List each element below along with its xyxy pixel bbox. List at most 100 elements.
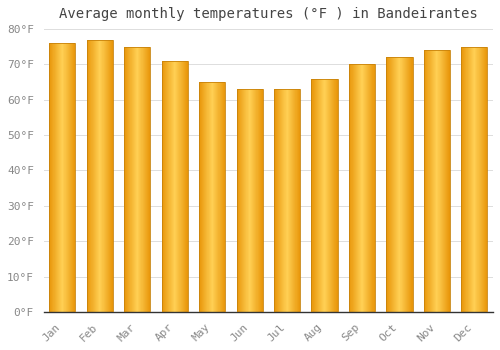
Bar — [403, 57, 404, 312]
Bar — [253, 89, 254, 312]
Bar — [243, 89, 244, 312]
Bar — [289, 89, 290, 312]
Bar — [100, 40, 101, 312]
Bar — [365, 64, 366, 312]
Bar — [314, 78, 315, 312]
Bar — [332, 78, 333, 312]
Bar — [162, 61, 163, 312]
Bar — [223, 82, 224, 312]
Bar — [138, 47, 139, 312]
Bar — [442, 50, 443, 312]
Bar — [356, 64, 358, 312]
Bar — [236, 89, 237, 312]
Bar — [180, 61, 181, 312]
Bar — [53, 43, 54, 312]
Bar — [465, 47, 466, 312]
Bar — [89, 40, 90, 312]
Bar — [148, 47, 149, 312]
Bar — [248, 89, 249, 312]
Bar — [469, 47, 470, 312]
Bar — [61, 43, 62, 312]
Bar — [436, 50, 437, 312]
Bar — [215, 82, 216, 312]
Bar — [319, 78, 320, 312]
Bar — [374, 64, 375, 312]
Bar — [250, 89, 251, 312]
Bar — [313, 78, 314, 312]
Bar — [444, 50, 446, 312]
Bar — [441, 50, 442, 312]
Bar — [246, 89, 247, 312]
Bar — [209, 82, 210, 312]
Bar — [174, 61, 176, 312]
Bar — [137, 47, 138, 312]
Bar — [178, 61, 179, 312]
Bar — [54, 43, 55, 312]
Bar — [284, 89, 285, 312]
Bar — [69, 43, 70, 312]
Bar — [354, 64, 355, 312]
Bar — [391, 57, 392, 312]
Bar — [429, 50, 430, 312]
Bar — [142, 47, 143, 312]
Bar — [286, 89, 287, 312]
Bar — [328, 78, 330, 312]
Bar — [57, 43, 58, 312]
Bar — [285, 89, 286, 312]
Bar — [278, 89, 279, 312]
Bar — [70, 43, 71, 312]
Bar — [63, 43, 64, 312]
Bar — [359, 64, 360, 312]
Bar — [316, 78, 317, 312]
Bar — [274, 89, 300, 312]
Bar — [172, 61, 173, 312]
Bar — [358, 64, 359, 312]
Bar — [410, 57, 411, 312]
Bar — [184, 61, 185, 312]
Bar — [95, 40, 96, 312]
Bar — [71, 43, 72, 312]
Bar — [173, 61, 174, 312]
Bar — [219, 82, 220, 312]
Bar — [368, 64, 369, 312]
Bar — [183, 61, 184, 312]
Bar — [92, 40, 93, 312]
Bar — [426, 50, 427, 312]
Bar — [435, 50, 436, 312]
Bar — [168, 61, 169, 312]
Bar — [425, 50, 426, 312]
Bar — [199, 82, 200, 312]
Bar — [312, 78, 313, 312]
Bar — [256, 89, 257, 312]
Bar — [331, 78, 332, 312]
Bar — [64, 43, 65, 312]
Bar — [261, 89, 262, 312]
Bar — [404, 57, 405, 312]
Bar — [312, 78, 338, 312]
Bar — [351, 64, 352, 312]
Bar — [56, 43, 57, 312]
Bar — [447, 50, 448, 312]
Bar — [51, 43, 52, 312]
Bar — [107, 40, 108, 312]
Bar — [139, 47, 140, 312]
Bar — [324, 78, 325, 312]
Bar — [396, 57, 397, 312]
Bar — [386, 57, 412, 312]
Bar — [149, 47, 150, 312]
Bar — [352, 64, 353, 312]
Bar — [211, 82, 212, 312]
Bar — [466, 47, 467, 312]
Bar — [432, 50, 433, 312]
Bar — [96, 40, 97, 312]
Bar — [249, 89, 250, 312]
Bar — [212, 82, 213, 312]
Bar — [367, 64, 368, 312]
Bar — [171, 61, 172, 312]
Bar — [485, 47, 486, 312]
Bar — [462, 47, 463, 312]
Bar — [165, 61, 166, 312]
Bar — [428, 50, 429, 312]
Bar — [280, 89, 281, 312]
Bar — [62, 43, 63, 312]
